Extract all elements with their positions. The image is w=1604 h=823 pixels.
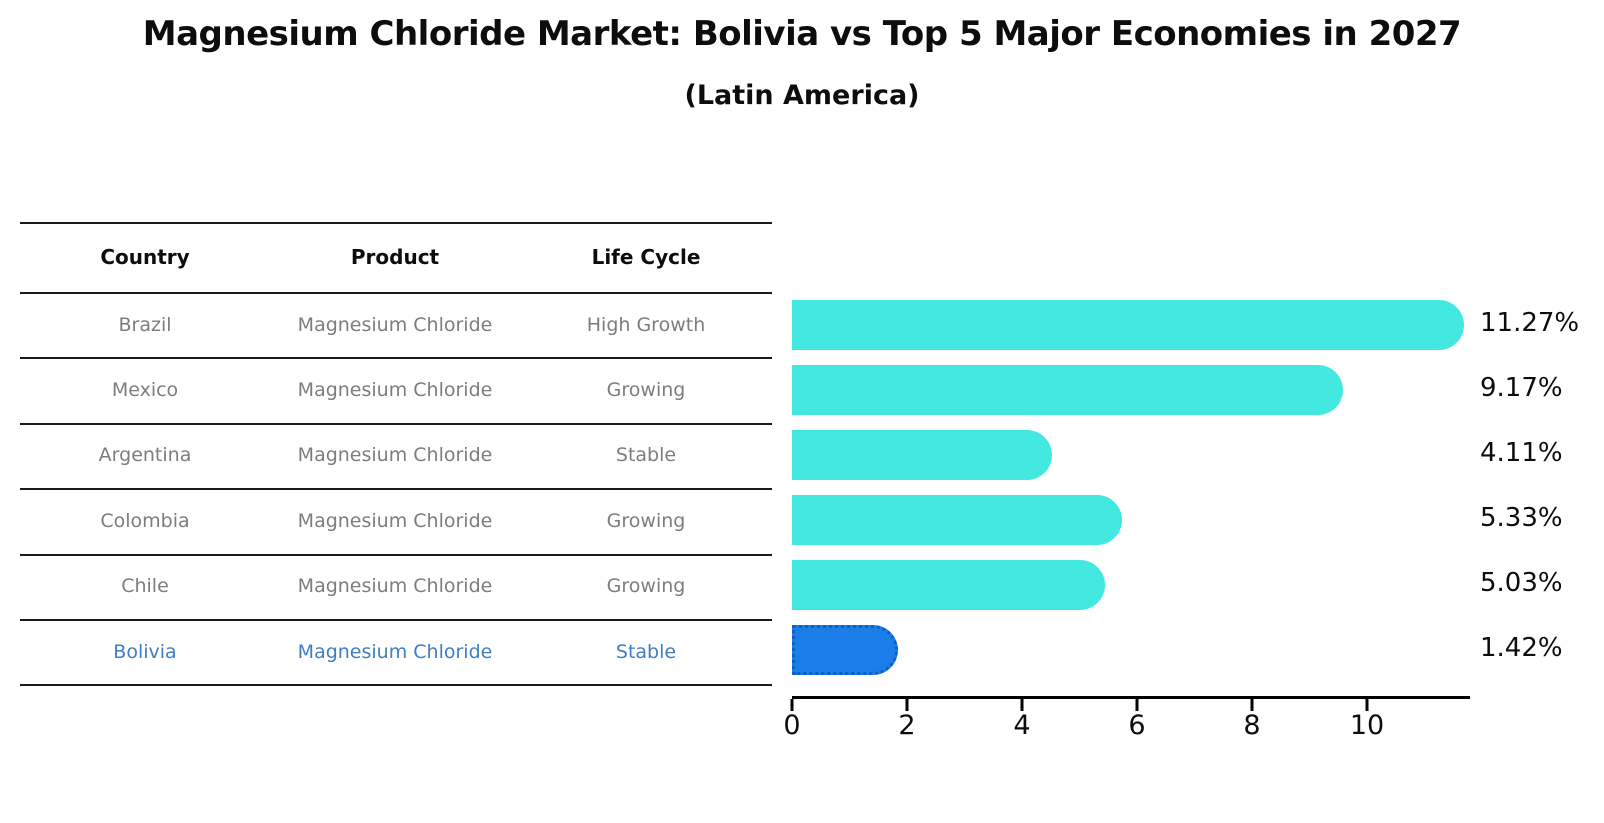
table-rule (20, 292, 772, 294)
bar-value-label: 5.33% (1480, 503, 1563, 533)
product-cell: Magnesium Chloride (297, 509, 493, 532)
tick-label: 4 (1013, 710, 1031, 741)
bar (792, 300, 1465, 350)
chart-title: Magnesium Chloride Market: Bolivia vs To… (142, 14, 1462, 54)
bar (792, 430, 1053, 480)
tick-label: 2 (898, 710, 916, 741)
table-header-row: Country Product Life Cycle (20, 222, 772, 292)
table-rule (20, 357, 772, 360)
product-cell: Magnesium Chloride (297, 575, 493, 598)
country-cell: Mexico (111, 379, 179, 402)
tick-mark (1020, 699, 1024, 711)
tick-mark (1365, 699, 1369, 711)
table-row: Chile Magnesium Chloride Growing (20, 554, 772, 619)
table-header-lifecycle: Life Cycle (591, 245, 701, 269)
bar-value-label: 1.42% (1480, 633, 1563, 663)
lifecycle-cell: Growing (606, 509, 686, 532)
table-rule (20, 553, 772, 556)
table-rule (20, 222, 772, 224)
bar (792, 365, 1344, 415)
table-rule (20, 684, 772, 687)
product-cell: Magnesium Chloride (297, 444, 493, 467)
table-header-country: Country (100, 245, 190, 269)
country-cell: Bolivia (113, 640, 177, 663)
table-header-product: Product (350, 245, 440, 269)
tick-mark (790, 699, 794, 711)
country-cell: Colombia (100, 509, 190, 532)
table-row: Argentina Magnesium Chloride Stable (20, 423, 772, 488)
lifecycle-cell: Stable (615, 640, 677, 663)
tick-mark (1135, 699, 1139, 711)
bar (792, 495, 1123, 545)
country-cell: Argentina (98, 444, 192, 467)
country-cell: Brazil (118, 313, 172, 336)
bar-value-label: 4.11% (1480, 438, 1563, 468)
tick-label: 8 (1243, 710, 1261, 741)
lifecycle-cell: Growing (606, 575, 686, 598)
bar (792, 625, 898, 675)
table-row: Bolivia Magnesium Chloride Stable (20, 619, 772, 684)
x-axis-line (792, 696, 1470, 699)
lifecycle-cell: Stable (615, 444, 677, 467)
lifecycle-cell: Growing (606, 379, 686, 402)
tick-label: 6 (1128, 710, 1146, 741)
tick-label: 0 (783, 710, 801, 741)
bar-value-label: 5.03% (1480, 568, 1563, 598)
tick-mark (1250, 699, 1254, 711)
bar-value-label: 9.17% (1480, 373, 1563, 403)
bar (792, 560, 1106, 610)
product-cell: Magnesium Chloride (297, 313, 493, 336)
table-rule (20, 422, 772, 425)
tick-mark (905, 699, 909, 711)
table-rule (20, 488, 772, 491)
table-row: Brazil Magnesium Chloride High Growth (20, 292, 772, 357)
table-row: Mexico Magnesium Chloride Growing (20, 357, 772, 422)
bar-value-label: 11.27% (1480, 308, 1580, 338)
tick-label: 10 (1349, 710, 1385, 741)
table-row: Colombia Magnesium Chloride Growing (20, 488, 772, 553)
chart-subtitle: (Latin America) (684, 80, 920, 111)
product-cell: Magnesium Chloride (297, 640, 493, 663)
product-cell: Magnesium Chloride (297, 379, 493, 402)
lifecycle-cell: High Growth (586, 313, 706, 336)
table-rule (20, 618, 772, 621)
country-cell: Chile (121, 575, 169, 598)
